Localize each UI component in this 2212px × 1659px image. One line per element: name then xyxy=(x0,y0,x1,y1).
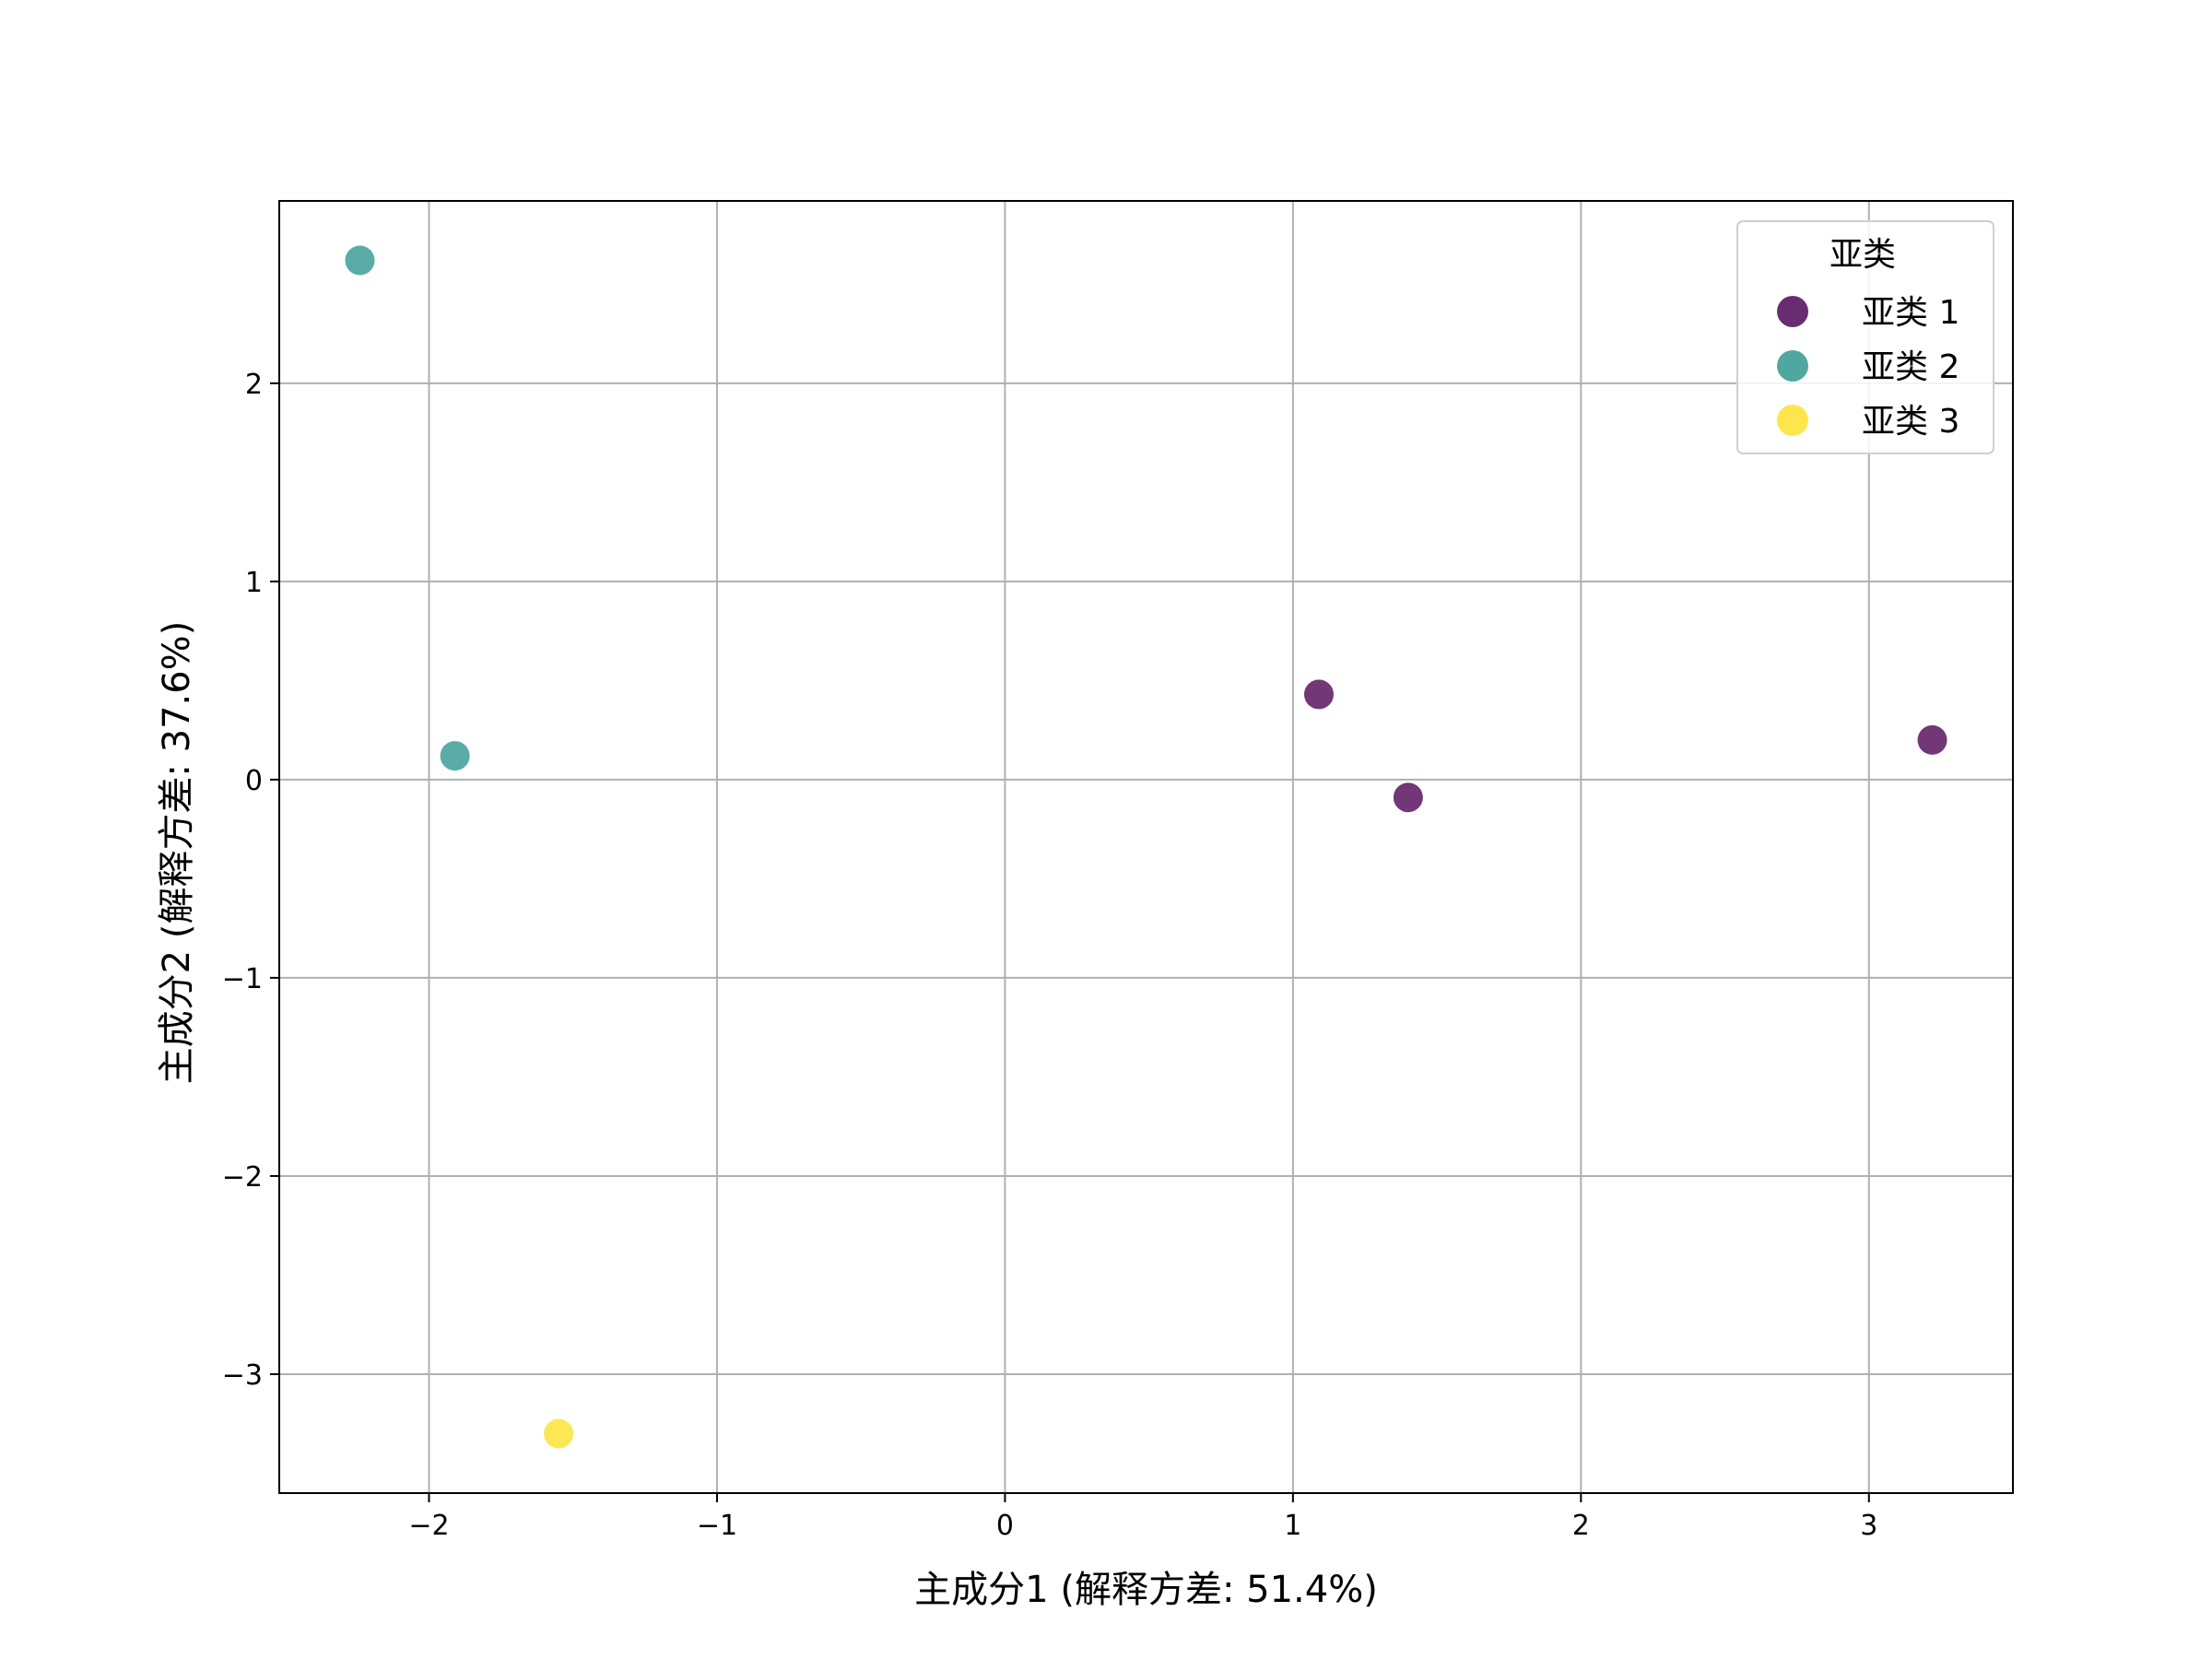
y-tick-label: 2 xyxy=(245,369,263,401)
x-axis-label: 主成分1 (解释方差: 51.4%) xyxy=(914,1569,1378,1611)
legend-title: 亚类 xyxy=(1830,236,1896,274)
plot-area-frame xyxy=(278,200,2014,1494)
x-tick-label: 2 xyxy=(1572,1510,1590,1542)
y-axis-label: 主成分2 (解释方差: 37.6%) xyxy=(156,621,198,1085)
x-tick-label: 1 xyxy=(1284,1510,1301,1542)
x-tick-label: 0 xyxy=(996,1510,1014,1542)
data-points xyxy=(345,245,1947,1449)
x-tick-label: 3 xyxy=(1860,1510,1877,1542)
legend-label-series-1: 亚类 1 xyxy=(1862,294,1959,332)
scatter-point-series-3 xyxy=(544,1418,574,1449)
y-tick-label: 1 xyxy=(245,567,263,599)
y-axis-ticks: −3 −2 −1 0 1 2 xyxy=(222,369,279,1392)
x-tick-label: −2 xyxy=(408,1510,449,1542)
y-tick-label: −1 xyxy=(222,963,263,995)
legend: 亚类 亚类 1 亚类 2 亚类 3 xyxy=(1736,220,1994,454)
y-tick-label: −2 xyxy=(222,1161,263,1194)
scatter-point-series-1 xyxy=(1303,679,1334,710)
y-tick-label: 0 xyxy=(245,765,263,797)
x-tick-label: −1 xyxy=(697,1510,737,1542)
y-tick-label: −3 xyxy=(222,1359,263,1392)
scatter-point-series-1 xyxy=(1393,782,1423,813)
legend-marker-series-1 xyxy=(1777,296,1808,327)
legend-box xyxy=(1736,220,1994,454)
x-axis-ticks: −2 −1 0 1 2 3 xyxy=(408,1493,1877,1542)
legend-marker-series-2 xyxy=(1777,350,1808,382)
legend-entries: 亚类 1 亚类 2 亚类 3 xyxy=(1777,294,1959,441)
scatter-point-series-1 xyxy=(1917,724,1947,755)
legend-label-series-3: 亚类 3 xyxy=(1862,403,1959,441)
scatter-point-series-2 xyxy=(440,741,470,771)
scatter-point-series-2 xyxy=(345,245,375,276)
legend-label-series-2: 亚类 2 xyxy=(1862,348,1959,386)
legend-marker-series-3 xyxy=(1777,405,1808,436)
